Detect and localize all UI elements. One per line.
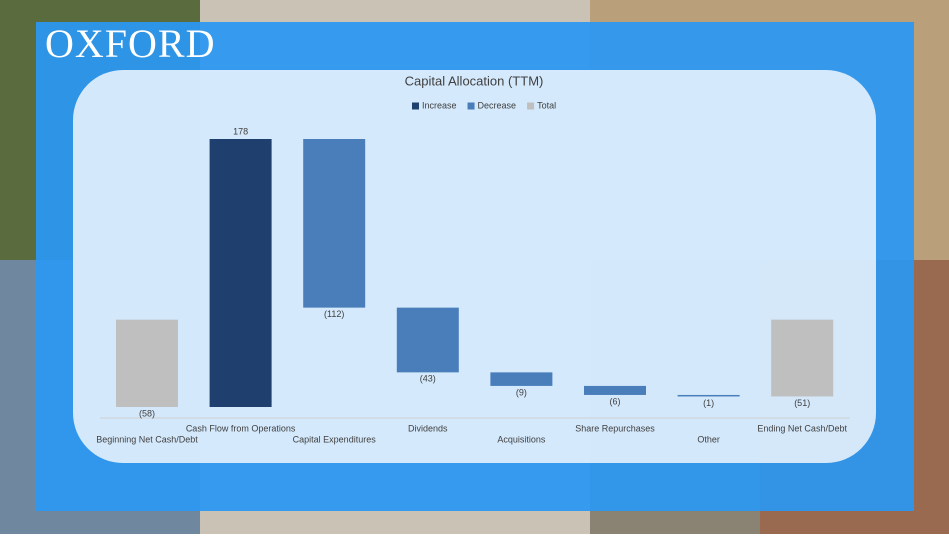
- legend-swatch: [412, 102, 419, 110]
- category-label: Share Repurchases: [575, 423, 655, 433]
- category-label: Acquisitions: [497, 434, 546, 444]
- data-label: 178: [233, 126, 248, 136]
- legend-label: Increase: [422, 100, 457, 110]
- category-label: Capital Expenditures: [293, 434, 377, 444]
- legend-label: Decrease: [478, 100, 517, 110]
- category-label: Cash Flow from Operations: [186, 423, 296, 433]
- bar: [116, 319, 178, 407]
- data-label: (58): [139, 408, 155, 418]
- legend-swatch: [467, 102, 475, 110]
- bar: [677, 394, 740, 397]
- bar: [771, 319, 834, 397]
- data-label: (51): [794, 398, 810, 408]
- category-label: Dividends: [408, 423, 448, 433]
- brand-logo: OXFORD: [45, 21, 215, 66]
- category-label: Other: [697, 434, 720, 444]
- bar: [303, 139, 366, 308]
- category-label: Beginning Net Cash/Debt: [96, 434, 198, 444]
- data-label: (112): [324, 309, 344, 319]
- bar: [209, 139, 272, 407]
- chart-title: Capital Allocation (TTM): [405, 73, 544, 88]
- category-label: Ending Net Cash/Debt: [757, 423, 847, 433]
- data-label: (1): [703, 398, 714, 408]
- bar: [584, 385, 646, 395]
- data-label: (6): [610, 396, 621, 406]
- data-label: (9): [516, 387, 527, 397]
- legend-label: Total: [537, 100, 556, 110]
- data-label: (43): [420, 374, 436, 384]
- legend-swatch: [527, 102, 535, 110]
- bar: [396, 307, 459, 373]
- bar: [490, 372, 553, 386]
- chart-panel: [73, 70, 876, 463]
